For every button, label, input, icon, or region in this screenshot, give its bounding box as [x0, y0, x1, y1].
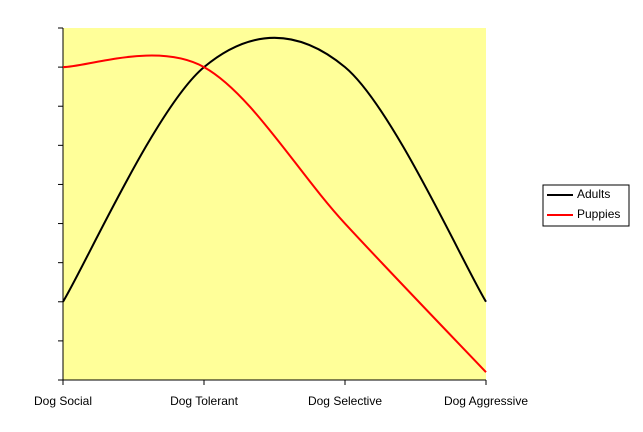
legend-label: Puppies [577, 207, 620, 221]
plot-area [63, 28, 486, 380]
x-tick-label: Dog Selective [308, 394, 382, 408]
legend-box [542, 184, 630, 227]
series-line [62, 54, 487, 373]
series-line [62, 36, 487, 303]
x-tick-label: Dog Aggressive [444, 394, 528, 408]
legend-label: Adults [577, 187, 610, 201]
x-tick-label: Dog Tolerant [170, 394, 238, 408]
x-tick-label: Dog Social [34, 394, 92, 408]
